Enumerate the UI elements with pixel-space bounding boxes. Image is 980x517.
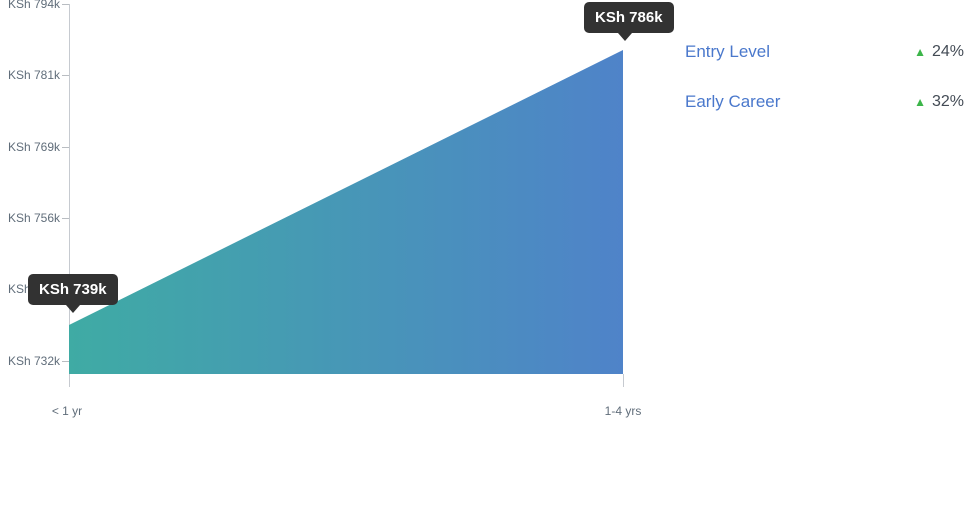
y-axis-line xyxy=(69,4,70,387)
tick-mark xyxy=(62,3,69,5)
area-polygon xyxy=(69,50,623,374)
experience-change-legend: Entry Level ▲ 24% Early Career ▲ 32% xyxy=(685,40,964,114)
point-tooltip-1-4yrs: KSh 786k xyxy=(584,2,674,41)
legend-link-early-career[interactable]: Early Career xyxy=(685,92,781,111)
tick-mark xyxy=(62,146,69,148)
tooltip-arrow xyxy=(618,33,632,41)
up-triangle-icon: ▲ xyxy=(914,45,926,59)
y-tick-label: KSh 732k xyxy=(7,354,60,368)
chart-plot-area: KSh 794k KSh 781k KSh 769k KSh 756k KSh … xyxy=(0,0,680,430)
area-series[interactable] xyxy=(0,0,680,430)
percent-change: 32% xyxy=(931,93,964,110)
point-tooltip-under-1yr: KSh 739k xyxy=(28,274,118,313)
tick-mark xyxy=(62,217,69,219)
tick-mark xyxy=(62,360,69,362)
tick-mark xyxy=(62,74,69,76)
tooltip-arrow xyxy=(66,305,80,313)
x-axis-tick-right xyxy=(623,374,624,387)
y-tick: KSh 769k xyxy=(0,139,69,155)
legend-row-early-career: Early Career ▲ 32% xyxy=(685,90,964,114)
tooltip-value: KSh 786k xyxy=(595,9,663,26)
y-tick-label: KSh 769k xyxy=(7,140,60,154)
y-tick-label: KSh 794k xyxy=(7,0,60,11)
percent-change: 24% xyxy=(931,43,964,60)
legend-change-early-career: ▲ 32% xyxy=(914,93,964,111)
y-tick-label: KSh 781k xyxy=(7,68,60,82)
x-axis-label-under-1yr: < 1 yr xyxy=(51,404,83,418)
y-tick-label: KSh 756k xyxy=(7,211,60,225)
up-triangle-icon: ▲ xyxy=(914,95,926,109)
y-tick: KSh 794k xyxy=(0,0,69,12)
y-tick: KSh 756k xyxy=(0,210,69,226)
legend-row-entry-level: Entry Level ▲ 24% xyxy=(685,40,964,64)
tooltip-value: KSh 739k xyxy=(39,281,107,298)
x-axis-label-1-4yrs: 1-4 yrs xyxy=(604,404,642,418)
legend-link-entry-level[interactable]: Entry Level xyxy=(685,42,771,61)
y-tick: KSh 732k xyxy=(0,353,69,369)
y-tick: KSh 781k xyxy=(0,67,69,83)
legend-change-entry-level: ▲ 24% xyxy=(914,43,964,61)
